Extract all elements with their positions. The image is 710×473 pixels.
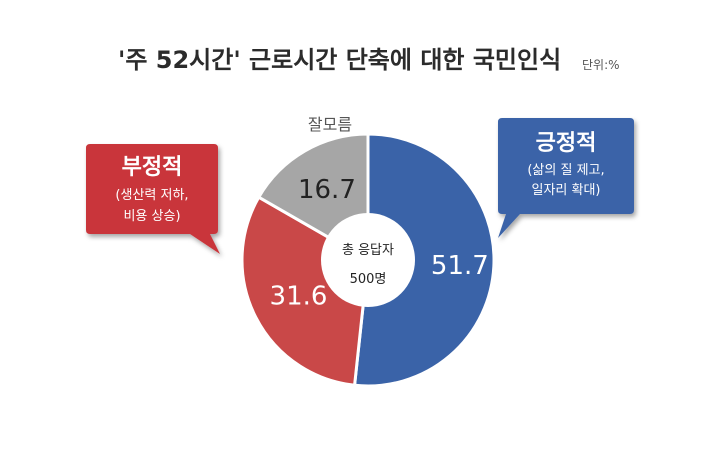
center-label-bottom: 500명 bbox=[350, 272, 387, 287]
callout-negative-bubble bbox=[86, 144, 220, 254]
legend-label-unknown: 잘모름 bbox=[308, 115, 352, 134]
callout-positive bbox=[498, 118, 634, 238]
callout-negative-line2: 비용 상승) bbox=[123, 209, 180, 224]
slice-value-label-positive: 51.7 bbox=[431, 251, 489, 281]
donut-hole bbox=[321, 213, 415, 307]
unit-label: 단위:% bbox=[582, 58, 620, 72]
callout-negative-title: 부정적 bbox=[122, 155, 183, 180]
pie-slice-positive bbox=[352, 132, 496, 388]
center-label-top: 총 응답자 bbox=[342, 243, 394, 258]
chart-title: '주 52시간' 근로시간 단축에 대한 국민인식 bbox=[118, 46, 561, 74]
callout-positive-line2: 일자리 확대) bbox=[531, 183, 600, 198]
callout-positive-line1: (삶의 질 제고, bbox=[527, 163, 604, 178]
slice-value-label-unknown: 16.7 bbox=[298, 175, 356, 205]
callout-negative bbox=[86, 144, 220, 254]
callout-positive-bubble bbox=[498, 118, 634, 238]
callout-negative-line1: (생산력 저하, bbox=[115, 188, 188, 203]
slice-value-labels: 51.7 31.6 16.7 bbox=[270, 175, 489, 311]
callout-positive-title: 긍정적 bbox=[536, 131, 597, 156]
slice-value-label-negative: 31.6 bbox=[270, 281, 328, 311]
pie-slices bbox=[240, 132, 496, 388]
